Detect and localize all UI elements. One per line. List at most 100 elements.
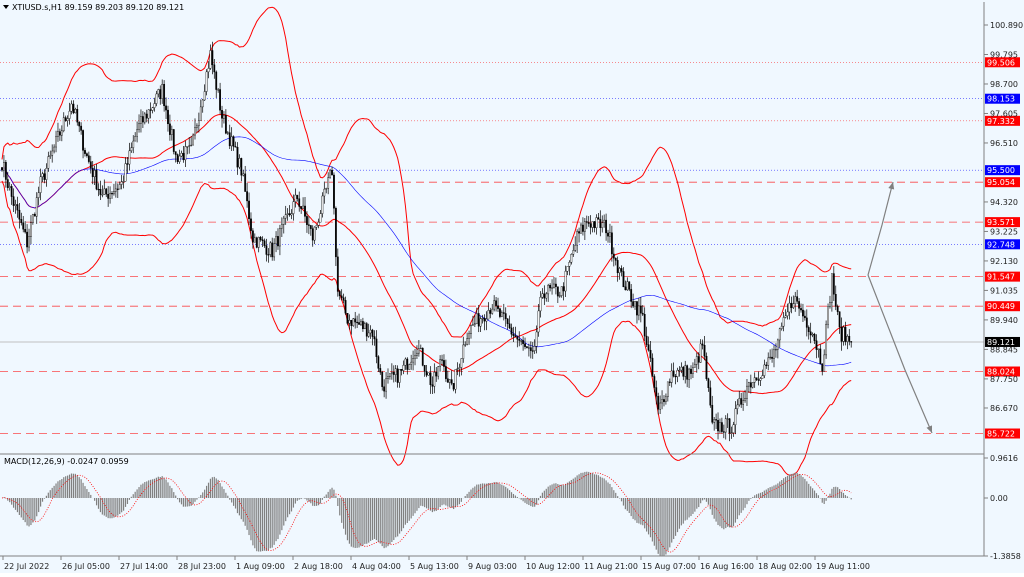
price-tick-label: 86.670 [990, 404, 1018, 413]
candle-body [302, 205, 304, 209]
candle-body [709, 387, 712, 406]
candle-body [610, 232, 613, 255]
candle-body [306, 216, 308, 225]
time-tick-label: 9 Aug 03:00 [468, 562, 517, 571]
candle-body [47, 156, 50, 169]
candle-body [33, 214, 36, 217]
candle-body [151, 107, 154, 111]
candle-body [367, 332, 370, 337]
candle-body [686, 365, 689, 380]
candle-body [796, 296, 799, 302]
candle-body [66, 118, 69, 121]
candle-body [12, 196, 15, 206]
candle-body [827, 306, 829, 325]
candle-body [109, 193, 111, 199]
candle-body [719, 422, 721, 432]
candle-body [371, 329, 374, 337]
candle-body [250, 218, 252, 231]
candle-body [499, 308, 501, 317]
candle-body [580, 224, 582, 234]
candle-body [348, 319, 351, 324]
candle-body [383, 386, 386, 392]
candle-body [240, 158, 243, 176]
level-label: 92.748 [987, 240, 1015, 249]
candle-body [452, 383, 455, 390]
candle-body [798, 301, 800, 309]
level-label-bg [985, 239, 1020, 250]
candle-body [68, 110, 71, 119]
candle-body [362, 321, 364, 330]
candle-body [601, 222, 604, 228]
candle-body [161, 84, 164, 99]
time-tick-label: 27 Jul 14:00 [120, 562, 168, 571]
candle-body [803, 315, 806, 319]
candle-body [784, 315, 787, 318]
candle-body [746, 385, 748, 399]
candle-body [458, 367, 461, 369]
candle-body [319, 213, 322, 223]
candle-body [178, 155, 181, 162]
candle-body [350, 319, 353, 326]
macd-tick-label: -1.3858 [990, 552, 1021, 561]
candle-body [84, 150, 86, 154]
candle-body [788, 302, 791, 313]
candle-body [620, 268, 623, 272]
candle-body [638, 305, 640, 316]
candle-body [732, 424, 735, 434]
candle-body [199, 106, 202, 121]
candle-body [35, 197, 38, 217]
candle-body [668, 381, 671, 383]
candle-body [805, 317, 808, 328]
candle-body [639, 305, 642, 314]
candle-body [277, 236, 279, 247]
price-tick-label: 97.605 [990, 109, 1018, 118]
candle-body [205, 71, 208, 92]
candle-body [307, 224, 310, 226]
candle-body [74, 109, 77, 114]
candle-body [628, 281, 631, 290]
candle-body [176, 154, 179, 162]
bollinger-middle [1, 113, 852, 395]
candle-body [215, 71, 218, 90]
candle-body [576, 231, 579, 246]
candle-body [24, 229, 27, 233]
candle-body [441, 359, 443, 361]
candle-body [653, 376, 656, 388]
candle-body [840, 326, 843, 342]
candle-body [197, 120, 200, 127]
candle-body [365, 323, 368, 337]
candle-body [504, 313, 507, 320]
candle-body [163, 84, 166, 107]
candle-body [475, 313, 478, 324]
candle-body [226, 132, 229, 134]
candle-body [670, 370, 673, 383]
candle-body [269, 242, 272, 255]
candle-body [141, 116, 144, 123]
candle-body [410, 361, 413, 365]
candle-body [456, 368, 459, 370]
projection-arrow [867, 181, 894, 276]
candle-body [583, 221, 586, 232]
time-tick-label: 1 Aug 09:00 [236, 562, 285, 571]
candle-body [111, 193, 113, 195]
candle-body [255, 237, 258, 248]
dropdown-triangle-icon[interactable] [3, 5, 9, 9]
candle-body [182, 152, 185, 161]
candle-body [238, 158, 241, 168]
candle-body [321, 195, 324, 214]
price-tick-label: 92.130 [990, 257, 1018, 266]
candle-body [738, 398, 741, 406]
candle-body [267, 254, 270, 256]
candle-body [219, 89, 221, 111]
candle-body [572, 250, 575, 255]
candle-body [76, 109, 79, 123]
candle-body [518, 338, 521, 341]
arrow-head-icon [888, 182, 895, 190]
candle-body [20, 219, 23, 223]
candle-body [275, 236, 277, 244]
candle-body [765, 364, 768, 366]
candle-body [587, 222, 590, 224]
price-tick-label: 96.510 [990, 139, 1018, 148]
